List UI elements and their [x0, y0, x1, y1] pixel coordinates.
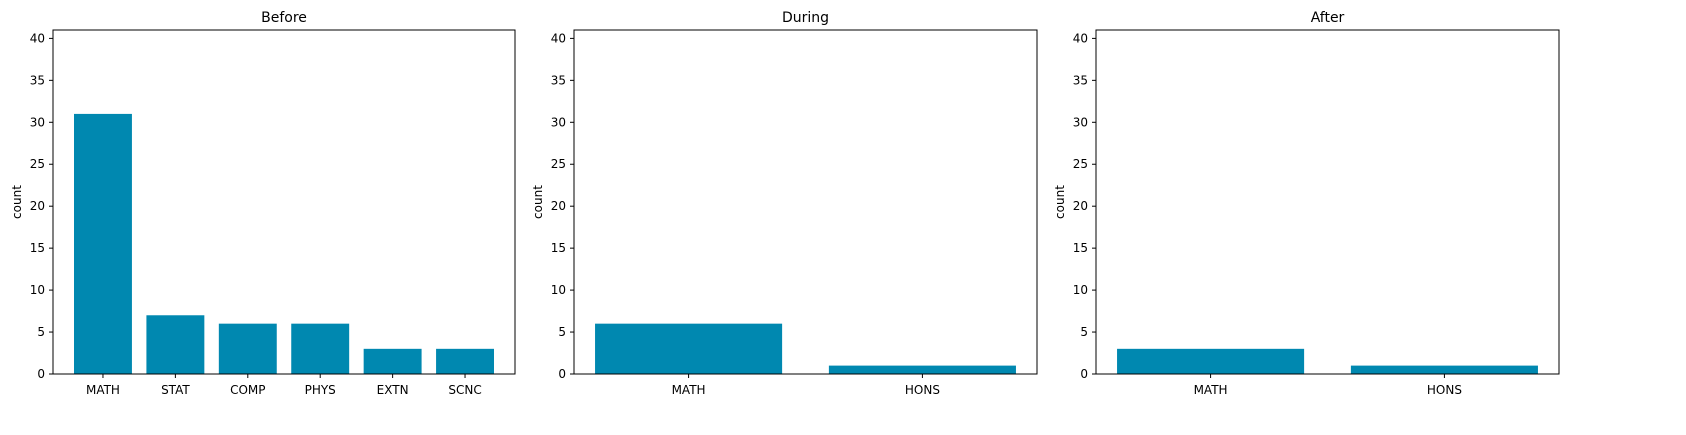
x-tick-label: COMP [230, 383, 265, 397]
chart-title: Before [261, 10, 307, 26]
axes-frame [52, 29, 516, 375]
y-axis-label: count [1053, 185, 1067, 219]
y-tick-label: 20 [551, 199, 566, 213]
x-tick-label: MATH [672, 383, 706, 397]
y-tick-label: 5 [558, 325, 566, 339]
y-tick-label: 40 [1073, 31, 1088, 45]
x-tick-label: EXTN [377, 383, 409, 397]
y-tick-label: 20 [30, 199, 45, 213]
y-tick-label: 0 [1080, 367, 1088, 381]
y-tick-label: 15 [1073, 241, 1088, 255]
y-tick-label: 15 [551, 241, 566, 255]
y-tick-label: 35 [30, 73, 45, 87]
x-tick-label: PHYS [305, 383, 336, 397]
y-tick-label: 30 [30, 115, 45, 129]
y-axis-label: count [531, 185, 545, 219]
y-tick-label: 40 [551, 31, 566, 45]
y-tick-label: 5 [1080, 325, 1088, 339]
y-tick-label: 0 [37, 367, 45, 381]
y-tick-label: 30 [1073, 115, 1088, 129]
y-tick-label: 30 [551, 115, 566, 129]
bar-stat [146, 315, 205, 374]
y-tick-label: 5 [37, 325, 45, 339]
axes-frame [573, 29, 1038, 375]
bar-scnc [436, 348, 494, 374]
bar-math [595, 323, 783, 374]
y-tick-label: 10 [1073, 283, 1088, 297]
x-tick-label: MATH [86, 383, 120, 397]
y-tick-label: 25 [551, 157, 566, 171]
chart-title: During [782, 10, 829, 26]
chart-panel: MATH HONS 0 5 10 15 20 25 30 35 40 After count [1053, 10, 1560, 397]
bar-extn [363, 348, 422, 374]
y-tick-label: 0 [558, 367, 566, 381]
y-tick-label: 35 [1073, 73, 1088, 87]
chart-panel: MATH STAT COMP PHYS EXTN SCNC 0 5 10 15 20 25 30 35 40… [10, 10, 516, 397]
y-axis-label: count [10, 185, 24, 219]
bar-phys [291, 323, 350, 374]
chart-title: After [1311, 10, 1345, 26]
x-tick-label: STAT [161, 383, 190, 397]
x-tick-label: MATH [1194, 383, 1228, 397]
bar-comp [218, 323, 277, 374]
y-tick-label: 10 [30, 283, 45, 297]
bar-hons [828, 365, 1016, 374]
y-tick-label: 40 [30, 31, 45, 45]
bar-math [1117, 348, 1305, 374]
bar-hons [1350, 365, 1538, 374]
y-tick-label: 20 [1073, 199, 1088, 213]
bar-math [74, 113, 132, 374]
y-tick-label: 25 [1073, 157, 1088, 171]
y-tick-label: 15 [30, 241, 45, 255]
y-tick-label: 10 [551, 283, 566, 297]
x-tick-label: HONS [1427, 383, 1462, 397]
y-tick-label: 25 [30, 157, 45, 171]
chart-panel: MATH HONS 0 5 10 15 20 25 30 35 40 During count [531, 10, 1038, 397]
x-tick-label: SCNC [448, 383, 481, 397]
axes-frame [1095, 29, 1560, 375]
x-tick-label: HONS [905, 383, 940, 397]
y-tick-label: 35 [551, 73, 566, 87]
